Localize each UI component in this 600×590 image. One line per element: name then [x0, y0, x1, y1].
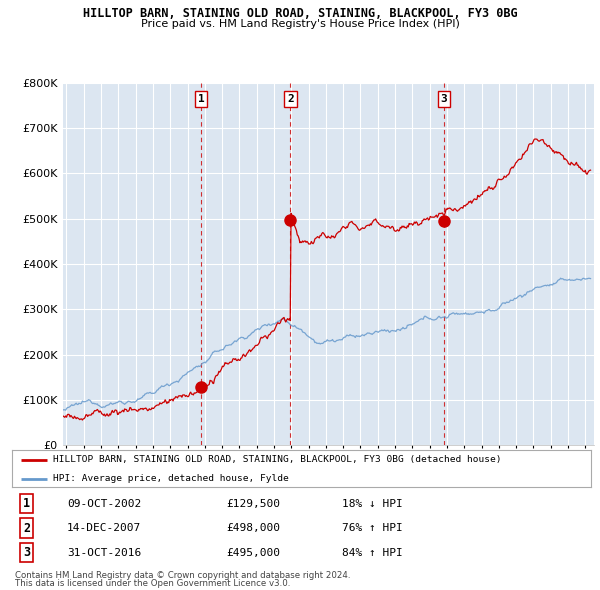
Text: £498,000: £498,000	[226, 523, 280, 533]
Text: HILLTOP BARN, STAINING OLD ROAD, STAINING, BLACKPOOL, FY3 0BG: HILLTOP BARN, STAINING OLD ROAD, STAININ…	[83, 7, 517, 20]
Text: 14-DEC-2007: 14-DEC-2007	[67, 523, 141, 533]
Text: £129,500: £129,500	[226, 499, 280, 509]
Text: 18% ↓ HPI: 18% ↓ HPI	[342, 499, 403, 509]
Text: 1: 1	[23, 497, 30, 510]
Text: This data is licensed under the Open Government Licence v3.0.: This data is licensed under the Open Gov…	[15, 579, 290, 588]
Text: 3: 3	[23, 546, 30, 559]
Text: 31-OCT-2016: 31-OCT-2016	[67, 548, 141, 558]
Text: £495,000: £495,000	[226, 548, 280, 558]
Text: 84% ↑ HPI: 84% ↑ HPI	[342, 548, 403, 558]
Text: 1: 1	[197, 94, 205, 104]
Text: Price paid vs. HM Land Registry's House Price Index (HPI): Price paid vs. HM Land Registry's House …	[140, 19, 460, 30]
Text: 09-OCT-2002: 09-OCT-2002	[67, 499, 141, 509]
Text: 3: 3	[440, 94, 448, 104]
Text: 2: 2	[23, 522, 30, 535]
Text: HILLTOP BARN, STAINING OLD ROAD, STAINING, BLACKPOOL, FY3 0BG (detached house): HILLTOP BARN, STAINING OLD ROAD, STAININ…	[53, 455, 501, 464]
Text: Contains HM Land Registry data © Crown copyright and database right 2024.: Contains HM Land Registry data © Crown c…	[15, 571, 350, 579]
Text: HPI: Average price, detached house, Fylde: HPI: Average price, detached house, Fyld…	[53, 474, 288, 483]
Text: 2: 2	[287, 94, 294, 104]
Text: 76% ↑ HPI: 76% ↑ HPI	[342, 523, 403, 533]
